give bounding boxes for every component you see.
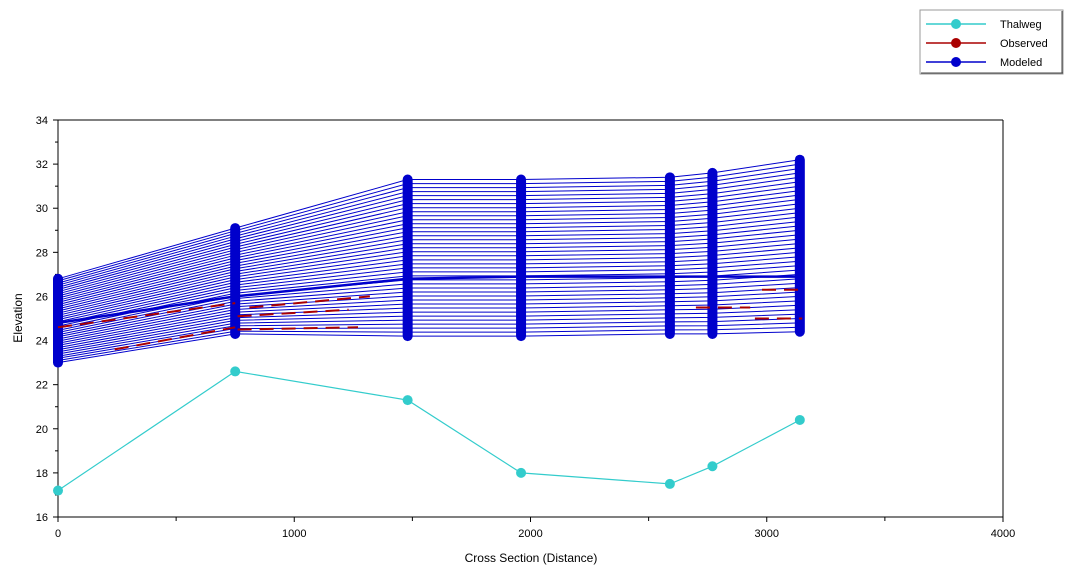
y-axis-title: Elevation [11, 293, 25, 342]
legend-label: Thalweg [1000, 19, 1042, 31]
thalweg-point [53, 485, 63, 496]
observed-line [237, 308, 349, 318]
thalweg-point [707, 461, 718, 472]
legend-label: Modeled [1000, 57, 1042, 69]
x-tick-label: 4000 [991, 528, 1015, 540]
x-tick-label: 2000 [518, 528, 542, 540]
legend-label: Observed [1000, 38, 1048, 50]
thalweg-point [516, 467, 527, 478]
series-observed [57, 288, 803, 351]
y-tick-label: 24 [36, 336, 48, 348]
x-tick-label: 3000 [755, 528, 779, 540]
legend-marker [951, 19, 961, 29]
observed-line [237, 326, 359, 331]
series-thalweg [53, 366, 805, 496]
x-tick-label: 0 [55, 528, 61, 540]
thalweg-point [402, 395, 413, 406]
x-tick-label: 1000 [282, 528, 306, 540]
y-tick-label: 18 [36, 468, 48, 480]
y-tick-label: 20 [36, 424, 48, 436]
y-tick-label: 16 [36, 512, 48, 524]
series-modeled [53, 154, 805, 368]
thalweg-point [664, 478, 675, 489]
observed-line [57, 302, 236, 329]
y-tick-label: 30 [36, 203, 48, 215]
y-tick-label: 28 [36, 247, 48, 259]
x-axis-title: Cross Section (Distance) [465, 551, 598, 565]
y-tick-label: 34 [36, 115, 48, 127]
y-tick-label: 26 [36, 291, 48, 303]
thalweg-point [230, 366, 241, 377]
y-tick-label: 22 [36, 380, 48, 392]
observed-line [249, 295, 370, 309]
y-tick-label: 32 [36, 159, 48, 171]
legend-marker [951, 38, 961, 48]
legend-frame [919, 9, 1064, 75]
legend-marker [951, 57, 961, 67]
legend: Thalweg Observed Modeled [919, 9, 1064, 75]
thalweg-point [794, 414, 805, 425]
